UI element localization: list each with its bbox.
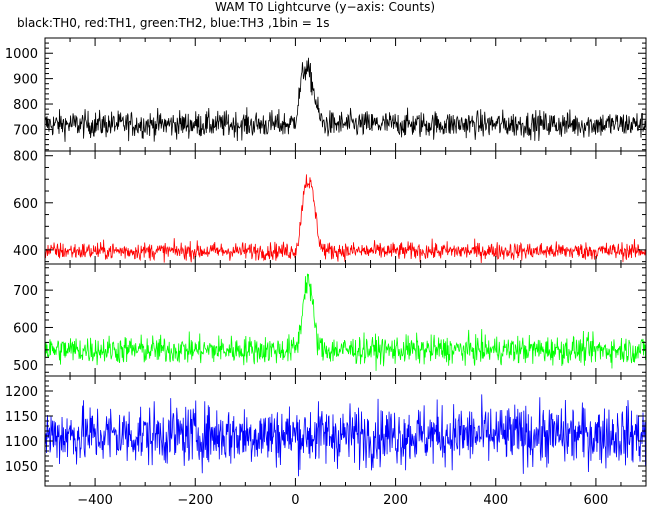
y-tick-label: 1050: [5, 460, 38, 475]
series-line-th0: [45, 57, 646, 142]
chart-subtitle: black:TH0, red:TH1, green:TH2, blue:TH3 …: [17, 16, 330, 30]
y-tick-label: 700: [13, 123, 38, 138]
y-tick-label: 900: [13, 73, 38, 88]
y-tick-label: 600: [13, 321, 38, 336]
y-tick-label: 1200: [5, 385, 38, 400]
x-tick-label: 600: [584, 493, 609, 505]
panel-0: 700 800 900 1000: [5, 37, 647, 152]
y-tick-label: 500: [13, 359, 38, 374]
panel-3: 1050 1100 1150 1200 −400 −200 0 200 400 600: [5, 375, 647, 505]
x-tick-label: −200: [177, 493, 213, 505]
x-tick-label: 400: [483, 493, 508, 505]
y-tick-label: 600: [13, 197, 38, 212]
y-tick-label: 400: [13, 244, 38, 259]
x-tick-label: −400: [77, 493, 113, 505]
series-line-th1: [45, 174, 646, 263]
y-tick-label: 1150: [5, 410, 38, 425]
y-tick-label: 1100: [5, 435, 38, 450]
series-line-th3: [45, 394, 646, 477]
panel-frame-2: [44, 263, 647, 377]
panel-frame-0: [44, 37, 647, 152]
x-tick-label: 200: [383, 493, 408, 505]
panel-2: 500 600 700: [13, 263, 647, 377]
y-tick-label: 700: [13, 284, 38, 299]
y-tick-label: 1000: [5, 47, 38, 62]
chart-title: WAM T0 Lightcurve (y−axis: Counts): [214, 0, 436, 14]
x-tick-label: 0: [291, 493, 299, 505]
y-tick-label: 800: [13, 150, 38, 165]
series-line-th2: [45, 273, 646, 371]
panel-1: 400 600 800: [13, 150, 647, 265]
y-tick-label: 800: [13, 98, 38, 113]
